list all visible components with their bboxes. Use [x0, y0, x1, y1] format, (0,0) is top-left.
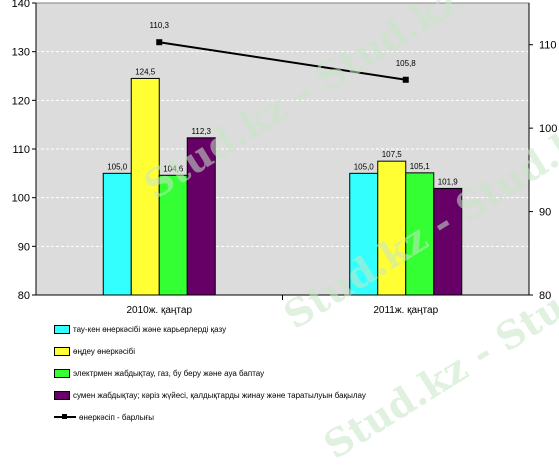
y2-tick-label: 80 — [539, 290, 551, 302]
bar — [130, 77, 160, 296]
y-tick-label: 110 — [12, 144, 30, 156]
y2-tick-label: 100 — [539, 123, 557, 135]
bar-data-label: 124,5 — [135, 67, 156, 76]
bar-data-label: 107,5 — [382, 150, 403, 159]
bar-data-label: 105,0 — [107, 162, 128, 171]
y-tick-label: 80 — [18, 290, 30, 302]
legend-line-swatch — [54, 413, 76, 421]
bar — [433, 187, 463, 296]
legend: тау-кен өнеркәсібі және карьерлерді қазу… — [54, 318, 554, 428]
x-category-label: 2010ж. қаңтар — [126, 305, 192, 316]
y2-tick-label: 110 — [539, 40, 557, 52]
legend-swatch — [54, 346, 70, 356]
bar — [102, 172, 132, 296]
bar-data-label: 112,3 — [192, 127, 212, 136]
bar — [186, 137, 216, 296]
bar-data-label: 105,0 — [354, 162, 375, 171]
y-tick-label: 120 — [12, 95, 30, 107]
legend-swatch — [54, 368, 70, 378]
legend-swatch — [54, 390, 70, 400]
legend-item: тау-кен өнеркәсібі және карьерлерді қазу — [54, 318, 554, 340]
legend-item: сумен жабдықтау; кәріз жүйесі, қалдықтар… — [54, 384, 554, 406]
y2-tick-label: 90 — [539, 207, 551, 219]
legend-label: сумен жабдықтау; кәріз жүйесі, қалдықтар… — [73, 390, 366, 400]
line-series — [159, 41, 406, 81]
bar — [377, 160, 407, 296]
legend-label: тау-кен өнеркәсібі және карьерлерді қазу — [73, 324, 227, 334]
legend-item: өнеркәсіп - барлығы — [54, 406, 554, 428]
bar-data-label: 104,6 — [163, 164, 184, 173]
x-category-label: 2011ж. қаңтар — [373, 305, 438, 316]
legend-item: электрмен жабдықтау, газ, бу беру және а… — [54, 362, 554, 384]
chart: 80 90 100 110 120 130 140 80 90 100 110 105,0 124,5 1… — [12, 0, 558, 316]
bar — [405, 172, 435, 296]
legend-swatch — [54, 324, 70, 334]
legend-item: өңдеу өнеркәсібі — [54, 340, 554, 362]
legend-label: электрмен жабдықтау, газ, бу беру және а… — [73, 368, 265, 378]
y-tick-label: 130 — [12, 47, 30, 59]
bar — [158, 174, 188, 296]
line-point — [156, 39, 163, 46]
line-data-label: 105,8 — [396, 59, 417, 68]
bar-data-label: 105,1 — [410, 162, 431, 171]
bar — [349, 172, 379, 296]
y-tick-label: 100 — [12, 193, 30, 205]
legend-label: өңдеу өнеркәсібі — [73, 346, 135, 356]
line-point — [402, 76, 409, 83]
y-tick-label: 90 — [18, 241, 30, 253]
bar-data-label: 101,9 — [438, 177, 459, 186]
y-tick-label: 140 — [12, 0, 30, 10]
line-data-label: 110,3 — [150, 21, 170, 30]
